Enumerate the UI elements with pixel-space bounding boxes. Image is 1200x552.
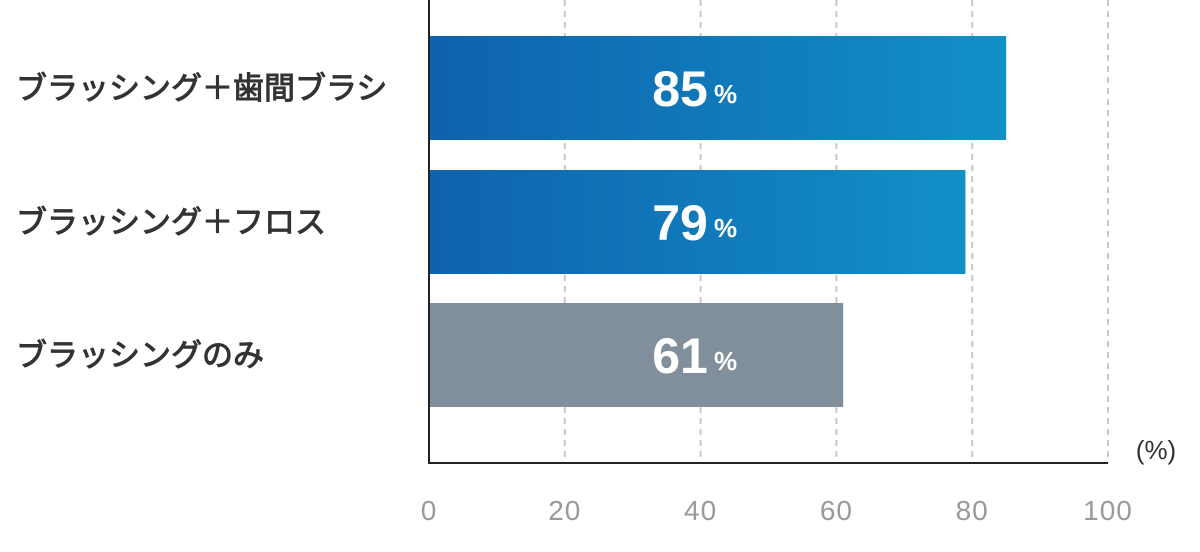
x-tick-label-0: 0 [421,495,438,526]
value-percent-sign-2: % [714,213,737,243]
value-label-1: 85 [652,61,708,117]
x-tick-label-20: 20 [548,495,581,526]
value-percent-sign-1: % [714,79,737,109]
labels: 0 20 40 60 80 100 ブラッシング＋歯間ブラシ 85 % ブラッシング＋フロス 79%… [16,61,1176,526]
x-tick-label-40: 40 [684,495,717,526]
x-axis-unit-label: (%) [1136,435,1176,465]
value-label-3: 61 [652,328,708,384]
bar-3 [429,303,844,407]
axes [428,0,1108,464]
category-label-2: ブラッシング＋フロス [16,205,326,241]
category-label-3: ブラッシングのみ [16,338,264,374]
bar-2 [429,170,966,274]
x-tick-label-80: 80 [956,495,989,526]
x-tick-label-100: 100 [1083,495,1133,526]
bars [429,36,1007,407]
bar-1 [429,36,1007,140]
category-label-1: ブラッシング＋歯間ブラシ [16,71,387,107]
value-percent-sign-3: % [714,346,737,376]
x-tick-label-60: 60 [820,495,853,526]
value-label-2: 79 [652,195,708,251]
